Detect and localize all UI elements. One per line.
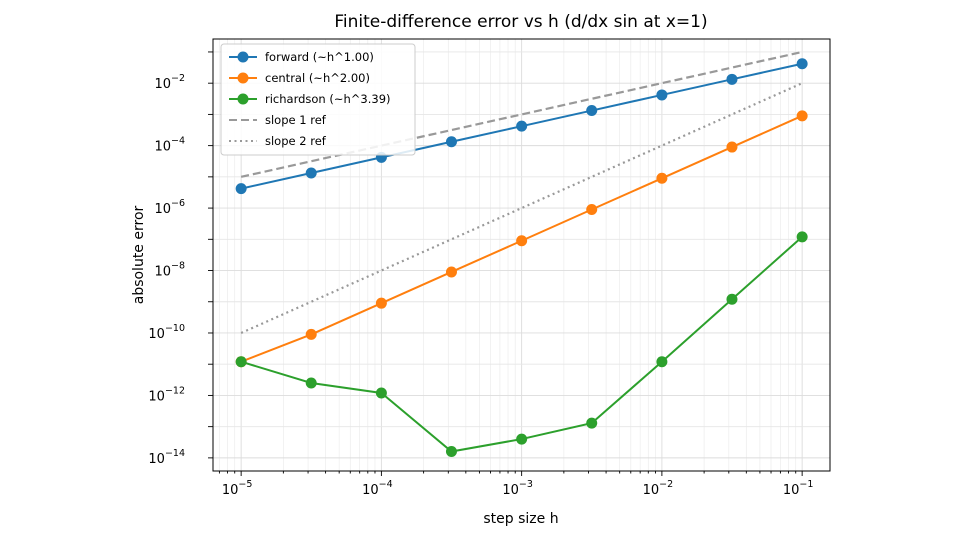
series-layer <box>235 50 808 458</box>
legend: forward (~h^1.00) central (~h^2.00) richar… <box>220 43 416 156</box>
legend-label: forward (~h^1.00) <box>265 50 374 64</box>
data-point <box>445 446 457 458</box>
data-point <box>516 235 528 247</box>
legend-box <box>220 43 416 156</box>
data-point <box>516 120 528 132</box>
data-point <box>796 110 808 122</box>
data-point <box>796 58 808 70</box>
data-point <box>656 356 668 368</box>
x-tick-label: 10−2 <box>643 479 674 498</box>
x-tick-label: 10−3 <box>502 479 533 498</box>
legend-marker <box>237 93 249 105</box>
y-tick-label: 10−4 <box>154 136 185 155</box>
data-point <box>796 231 808 243</box>
data-point <box>726 293 738 305</box>
legend-label: central (~h^2.00) <box>265 71 370 85</box>
data-point <box>375 387 387 399</box>
y-tick-label: 10−12 <box>148 385 185 404</box>
data-point <box>586 204 598 216</box>
y-axis-label: absolute error <box>131 205 147 304</box>
y-tick-label: 10−14 <box>148 448 185 467</box>
chart-title: Finite-difference error vs h (d/dx sin a… <box>334 12 707 32</box>
legend-label: slope 1 ref <box>265 113 327 127</box>
data-point <box>586 105 598 117</box>
legend-marker <box>237 72 249 84</box>
y-tick-label: 10−10 <box>148 323 185 342</box>
x-tick-label: 10−5 <box>222 479 253 498</box>
data-point <box>305 167 317 179</box>
legend-marker <box>237 51 249 63</box>
data-point <box>445 266 457 278</box>
series-line <box>240 82 803 334</box>
legend-label: richardson (~h^3.39) <box>265 92 391 106</box>
y-tick-label: 10−8 <box>154 261 185 280</box>
data-point <box>726 141 738 153</box>
axis-ticks: 10−5 10−4 10−3 10−2 10−1 10−14 10−12 10−10 10−8 1… <box>148 51 814 498</box>
legend-label: slope 2 ref <box>265 134 327 148</box>
data-point <box>235 183 247 195</box>
data-point <box>235 356 247 368</box>
data-point <box>656 89 668 101</box>
data-point <box>656 172 668 184</box>
data-point <box>305 328 317 340</box>
data-point <box>726 73 738 85</box>
data-point <box>445 136 457 148</box>
data-point <box>586 417 598 429</box>
data-point <box>375 297 387 309</box>
x-axis-label: step size h <box>483 511 558 527</box>
y-tick-label: 10−2 <box>154 73 185 92</box>
x-tick-label: 10−1 <box>783 479 814 498</box>
y-tick-label: 10−6 <box>154 198 185 217</box>
x-tick-label: 10−4 <box>362 479 393 498</box>
data-point <box>516 433 528 445</box>
data-point <box>305 377 317 389</box>
